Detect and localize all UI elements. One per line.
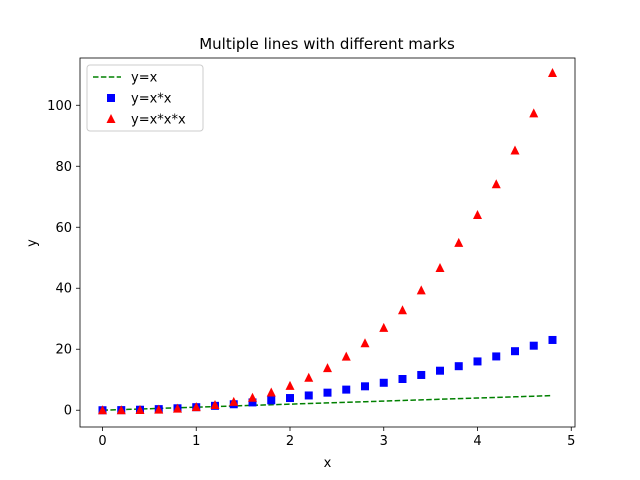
series-2-point (454, 237, 464, 247)
series-2-point (266, 387, 276, 397)
series-1-point (342, 385, 351, 394)
series-2-point (491, 179, 501, 189)
x-tick-label: 0 (98, 434, 106, 449)
axes-frame (79, 57, 576, 428)
series-1-point (286, 394, 294, 403)
legend-label: y=x*x*x (131, 113, 186, 128)
legend-handle-square (107, 94, 115, 102)
series-2-point (173, 403, 182, 413)
series-2-point (548, 67, 557, 77)
y-tick-label: 100 (47, 99, 72, 114)
series-2-point (191, 402, 201, 412)
series-1-point (398, 374, 407, 383)
series-2-point (116, 405, 126, 415)
series-1-point (417, 370, 426, 379)
series-1-point (379, 378, 388, 387)
series-1-point (323, 388, 332, 397)
legend-box (86, 64, 204, 132)
y-axis-label: y (25, 239, 40, 247)
x-tick-label: 5 (567, 434, 575, 449)
x-tick-label: 3 (380, 434, 388, 449)
x-tick-label: 4 (473, 434, 481, 449)
y-tick-label: 80 (55, 160, 72, 175)
series-1-point (454, 362, 463, 371)
y-tick-label: 0 (64, 404, 72, 419)
series-2-point (529, 108, 539, 118)
series-2-point (360, 338, 370, 348)
series-1-point (267, 396, 276, 405)
x-axis-label: x (324, 456, 332, 471)
series-1-point (436, 366, 444, 375)
x-tick-label: 2 (286, 434, 294, 449)
axes: 0 1 2 3 4 5 0 20 40 60 80 100 (47, 57, 576, 449)
series-2-point (379, 322, 389, 332)
series-2-point (473, 210, 482, 220)
series-1-point (492, 352, 501, 361)
series-2-point (323, 363, 332, 373)
y-tick-label: 20 (55, 343, 72, 358)
series-2-point (398, 305, 407, 315)
x-tick-label: 1 (192, 434, 200, 449)
series-2-point (285, 380, 295, 390)
series-2-point (248, 392, 257, 402)
series-1-point (248, 398, 257, 407)
legend-label: y=x*x (131, 92, 172, 107)
series-2-point (416, 285, 426, 295)
series-1-point (511, 347, 519, 356)
series-2-point (304, 372, 314, 382)
series-1-point (529, 341, 538, 350)
y-tick-label: 60 (55, 221, 72, 236)
series-line-0 (102, 394, 553, 411)
series-1-point (473, 357, 482, 366)
series-1-point (548, 335, 557, 344)
series-2-point (135, 405, 145, 415)
series-1-point (304, 391, 313, 400)
series-2-point (341, 351, 351, 361)
series-2-point (154, 404, 164, 414)
series-2-point (210, 399, 220, 409)
y-tick-label: 40 (55, 282, 72, 297)
legend: y=x y=x*x y=x*x*x (86, 64, 204, 132)
series-2-point (510, 145, 520, 155)
plot-area (98, 67, 557, 415)
series-1-point (361, 382, 369, 391)
chart-title: Multiple lines with different marks (199, 35, 455, 53)
legend-handle-triangle (106, 114, 116, 123)
series-2-point (229, 396, 239, 406)
legend-label: y=x (131, 71, 158, 86)
series-2-point (98, 405, 107, 415)
series-2-point (435, 262, 445, 272)
